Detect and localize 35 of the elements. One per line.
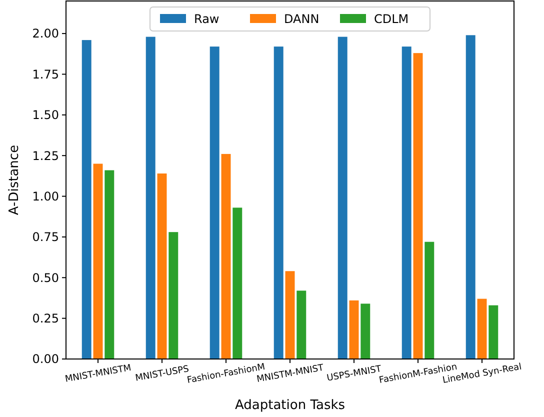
legend-label: Raw: [194, 12, 220, 26]
bar: [104, 170, 114, 359]
bar: [488, 305, 498, 359]
bar: [232, 208, 242, 359]
bar: [360, 304, 370, 359]
bar: [477, 298, 487, 359]
y-tick-label: 2.00: [32, 26, 59, 41]
y-tick-label: 1.75: [32, 67, 59, 82]
bar: [402, 46, 412, 359]
y-tick-label: 1.00: [32, 189, 59, 204]
bar: [274, 46, 284, 359]
bar: [82, 40, 92, 359]
y-tick-label: 1.50: [32, 108, 59, 122]
y-tick-label: 1.25: [32, 148, 59, 163]
bar: [296, 290, 306, 359]
bar: [93, 164, 103, 359]
y-tick-label: 0.25: [32, 312, 59, 326]
bar: [157, 173, 167, 359]
legend-label: CDLM: [374, 12, 409, 26]
bar: [285, 271, 295, 359]
bar: [146, 36, 156, 359]
bar: [413, 53, 423, 359]
bar: [466, 35, 476, 359]
y-tick-label: 0.00: [32, 352, 59, 366]
x-axis-title: Adaptation Tasks: [234, 398, 346, 413]
bar: [221, 154, 231, 359]
bar: [168, 232, 178, 359]
bar: [424, 242, 434, 359]
y-tick-label: 0.75: [32, 230, 59, 244]
legend-label: DANN: [284, 12, 320, 26]
y-tick-label: 0.50: [32, 270, 59, 285]
bar: [210, 46, 220, 359]
bar: [349, 300, 359, 359]
y-axis-title: A-Distance: [7, 144, 22, 216]
bar: [338, 36, 348, 359]
